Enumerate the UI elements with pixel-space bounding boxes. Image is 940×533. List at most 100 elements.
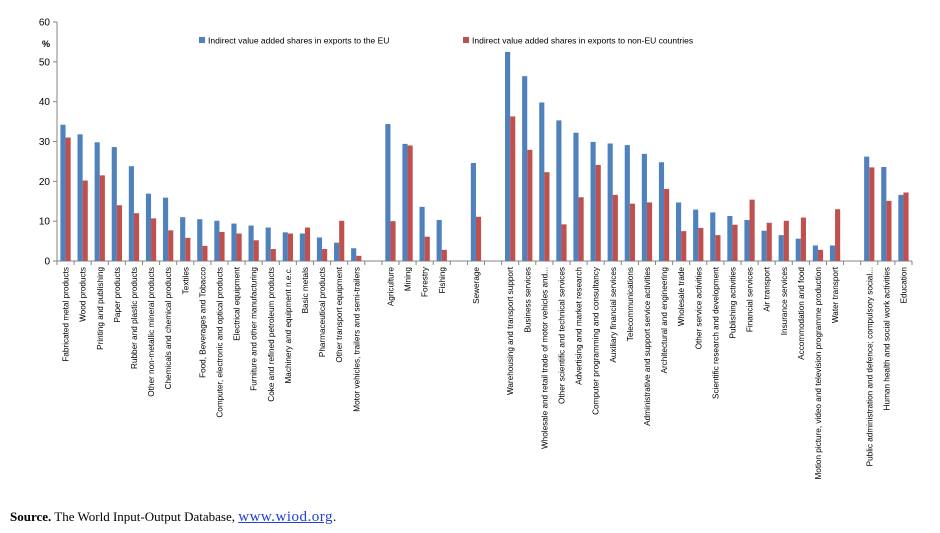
x-tick-label: Machinery and equipment n.e.c. [284,267,293,384]
bar-eu [163,197,169,261]
bar-eu [419,206,425,261]
bar-eu [761,230,767,261]
bar-non-eu [681,231,687,261]
bar-non-eu [527,149,533,261]
x-tick-label: Basic metals [301,267,310,313]
x-tick-label: Fabricated metal products [62,267,71,362]
bar-non-eu [732,224,738,261]
x-tick-label: Other transport equipment [335,266,344,362]
bar-eu [385,123,391,262]
bar-non-eu [664,188,670,261]
bar-non-eu [116,205,122,261]
x-tick-label: Air transport [763,266,772,311]
bar-non-eu [578,197,584,261]
x-tick-label: Publishing activities [728,267,737,338]
bar-non-eu [510,116,516,261]
bar-non-eu [595,165,601,261]
source-text: The World Input-Output Database, [51,509,239,524]
bar-eu [573,132,579,261]
x-tick-label: Sewerage [472,267,481,304]
bar-eu [111,147,117,261]
x-tick-label: Financial services [746,267,755,332]
bar-non-eu [903,192,909,261]
bar-non-eu [715,235,721,261]
bar-non-eu [339,220,345,261]
bar-eu [864,156,870,261]
x-tick-label: Forestry [421,266,430,297]
x-tick-label: Other non-metallic mineral products [147,267,156,397]
x-tick-label: Chemicals and chemical products [164,267,173,389]
y-tick-label: 30 [39,137,51,148]
bar-non-eu [817,249,824,261]
bar-chart: 0 10 20 30 40 50 60% Fabricated metal products W… [39,18,913,480]
source-note: Source. The World Input-Output Database,… [10,509,336,526]
bar-non-eu [698,227,704,261]
bar-eu [539,102,545,261]
bar-non-eu [475,216,482,261]
y-tick-label: 60 [39,18,51,29]
bar-eu [316,237,323,261]
bar-non-eu [82,180,88,261]
bar-non-eu [133,213,140,261]
bar-eu [812,245,818,261]
legend-label-eu: Indirect value added shares in exports t… [208,36,389,46]
bar-eu [881,166,887,261]
bar-non-eu [168,230,174,261]
x-tick-label: Human health and social work activities [882,267,891,410]
bar-eu [641,153,647,261]
bar-eu [590,141,596,261]
bar-non-eu [356,255,362,261]
bar-eu [693,209,699,261]
x-tick-label: Wholesale trade [677,267,686,327]
bar-non-eu [287,233,293,261]
bar-non-eu [270,249,276,261]
bar-eu [470,163,476,261]
bar-non-eu [869,167,875,261]
bar-eu [197,219,203,261]
y-tick-label: 0 [44,257,50,268]
x-tick-label: Printing and publishing [96,267,105,350]
x-tick-label: Water transport [831,266,840,323]
bar-eu [607,143,613,261]
bar-non-eu [185,237,191,261]
x-tick-label: Auxiliary financial services [609,267,618,363]
bar-eu [334,242,340,261]
x-tick-label: Pharmaceutical products [318,267,327,357]
x-tick-label: Food, Beverages and Tobacco [198,267,207,378]
bar-non-eu [202,245,208,261]
x-tick-label: Computer, electronic and optical product… [215,267,224,418]
bar-non-eu [835,209,841,261]
bar-non-eu [646,202,653,261]
y-tick-label: 10 [39,217,51,228]
bar-non-eu [783,220,789,261]
x-tick-label: Coke and refined petroleum products [267,267,276,402]
x-tick-label: Paper products [113,267,122,323]
x-tick-label: Motor vehicles, trailers and semi-traile… [352,267,361,412]
bar-eu [436,219,442,261]
x-tick-label: Furniture and other manufacturing [250,267,259,391]
y-tick-label: 50 [39,57,51,68]
bar-non-eu [766,222,772,261]
bar-non-eu [441,249,447,261]
x-tick-label: Scientific research and development [711,266,720,399]
x-tick-label: Wood products [79,267,88,322]
bar-non-eu [886,200,892,261]
x-tick-label: Rubber and plastic products [130,267,139,369]
bar-eu [351,248,357,261]
bar-eu [505,51,511,261]
x-tick-label: Architectural and engineering [660,267,669,374]
bar-eu [778,235,784,261]
x-tick-label: Telecommunications [626,267,635,341]
bar-non-eu [253,240,259,261]
legend-label-non-eu: Indirect value added shares in exports t… [472,36,693,46]
bar-eu [77,134,83,261]
source-link[interactable]: www.wiod.org [238,509,333,525]
x-tick-label: Administrative and support service activ… [643,267,652,426]
x-tick-label: Computer programming and consultancy [592,266,601,415]
bar-eu [265,227,271,261]
bar-non-eu [749,199,755,261]
y-tick-label: 40 [39,97,51,108]
bar-eu [727,215,733,261]
source-tail: . [332,509,337,524]
bar-non-eu [322,249,328,261]
